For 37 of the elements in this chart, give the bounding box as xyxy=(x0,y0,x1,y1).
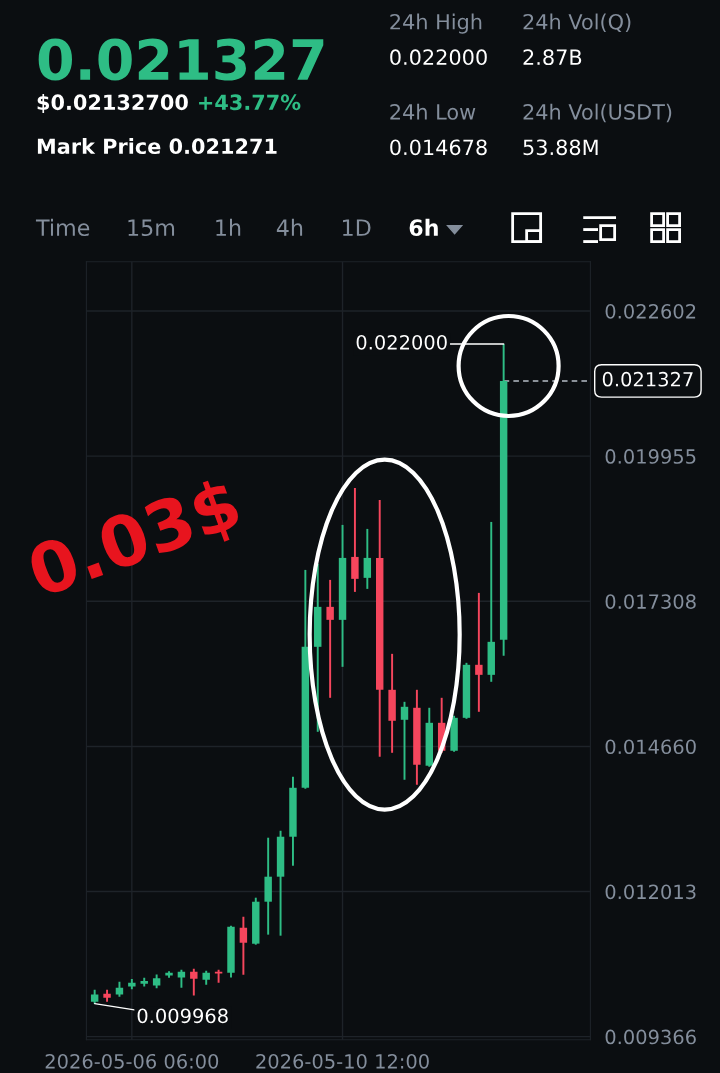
text: Mark Price 0.021271 xyxy=(37,137,277,155)
text: 24h High xyxy=(390,13,482,34)
candlestick xyxy=(190,967,198,997)
candlestick xyxy=(326,578,334,699)
candlestick xyxy=(363,527,372,590)
candlestick xyxy=(351,486,359,593)
y-tick-label: 0.009366 xyxy=(605,1029,696,1045)
text: +43.77% xyxy=(199,94,301,111)
y-tick-label: 0.014660 xyxy=(605,739,696,755)
y-tick-label: 0.019955 xyxy=(605,449,696,464)
text: Time xyxy=(35,218,90,237)
text: $0.02132700 xyxy=(37,94,188,113)
x-tick-label: 2026-05-10 12:00 xyxy=(256,1053,429,1069)
y-tick-label: 0.012013 xyxy=(605,884,696,900)
text: 53.88M xyxy=(523,139,598,156)
candlestick xyxy=(400,700,409,781)
candlestick xyxy=(239,915,248,976)
annotation: 0.009968 xyxy=(137,1008,228,1024)
y-tick-label: 0.017308 xyxy=(605,594,696,609)
text: 15m xyxy=(128,219,175,237)
text: 2.87B xyxy=(523,49,582,66)
annotation: 0.022000 xyxy=(356,334,447,350)
text: 6h xyxy=(409,218,438,237)
text: 4h xyxy=(276,218,303,236)
text: 0.014678 xyxy=(390,139,487,156)
x-tick-label: 2026-05-06 06:00 xyxy=(45,1053,219,1069)
text: 1D xyxy=(343,219,371,236)
chart-title: 0.021327 xyxy=(38,38,324,81)
y-tick-label: 0.022602 xyxy=(605,304,696,319)
text: 1h xyxy=(216,218,241,236)
candlestick xyxy=(475,591,483,713)
text: 24h Vol(Q) xyxy=(523,13,631,33)
text: 24h Vol(USDT) xyxy=(523,103,672,123)
ref-line-label: 0.021327 xyxy=(602,371,693,387)
text: 24h Low xyxy=(390,103,476,120)
annotation: 0.03$ xyxy=(24,474,246,607)
text: 0.022000 xyxy=(390,49,487,66)
